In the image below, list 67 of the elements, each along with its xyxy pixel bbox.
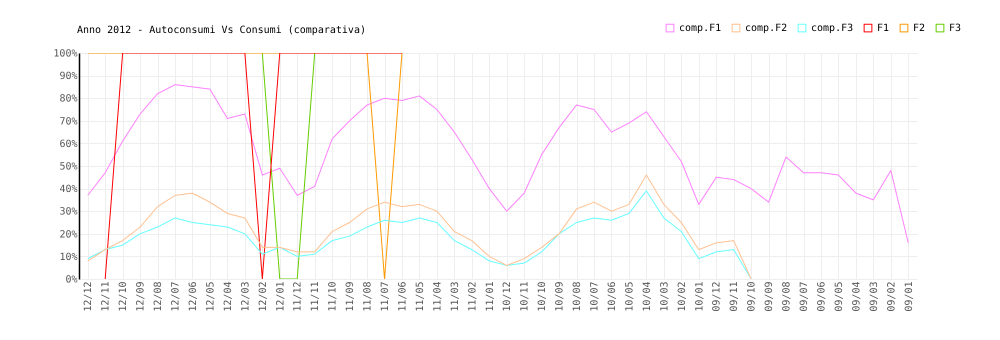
x-tick-label: 11/07 — [380, 282, 392, 312]
x-tick-label: 09/06 — [816, 282, 828, 312]
x-tick-label: 09/10 — [746, 282, 758, 312]
x-tick-label: 10/03 — [659, 282, 670, 312]
x-tick-label: 12/09 — [136, 282, 147, 312]
x-tick-label: 09/08 — [782, 282, 793, 312]
y-tick-label: 10% — [59, 252, 78, 263]
chart-title: Anno 2012 - Autoconsumi Vs Consumi (comparativa) — [77, 25, 366, 36]
x-tick-label: 11/10 — [328, 282, 339, 312]
x-tick-label: 09/02 — [886, 282, 898, 312]
x-tick-label: 12/07 — [170, 282, 182, 312]
x-tick-label: 12/08 — [153, 282, 164, 312]
x-tick-label: 12/10 — [118, 282, 130, 312]
x-tick-label: 12/06 — [188, 282, 199, 312]
legend-label: comp.F2 — [745, 23, 788, 34]
x-tick-label: 10/07 — [590, 282, 601, 312]
x-tick-label: 10/10 — [537, 282, 548, 312]
x-tick-label: 11/11 — [310, 282, 322, 312]
y-tick-label: 70% — [59, 116, 78, 128]
x-tick-label: 10/01 — [694, 282, 706, 312]
x-tick-label: 09/11 — [729, 282, 740, 312]
x-tick-label: 11/04 — [432, 282, 444, 312]
y-tick-label: 40% — [59, 184, 78, 196]
x-tick-label: 10/12 — [502, 282, 514, 312]
legend-label: F2 — [913, 23, 926, 34]
x-tick-label: 11/05 — [414, 282, 426, 312]
x-tick-label: 12/01 — [275, 282, 286, 312]
x-tick-label: 11/09 — [345, 282, 356, 312]
y-tick-label: 80% — [59, 94, 78, 105]
legend-label: F3 — [949, 23, 962, 34]
x-tick-label: 11/03 — [450, 282, 461, 312]
x-tick-label: 10/02 — [676, 282, 688, 312]
x-tick-label: 09/01 — [904, 282, 915, 312]
y-tick-label: 50% — [59, 162, 78, 172]
x-tick-label: 09/09 — [764, 282, 776, 312]
y-tick-label: 30% — [59, 206, 78, 218]
x-tick-label: 09/05 — [834, 282, 845, 312]
legend-label: comp.F3 — [811, 23, 854, 34]
x-tick-label: 11/06 — [397, 282, 408, 312]
x-tick-label: 10/05 — [624, 282, 636, 312]
y-tick-label: 100% — [53, 48, 78, 60]
y-tick-label: 0% — [65, 274, 78, 286]
x-tick-label: 11/02 — [467, 282, 478, 312]
x-tick-label: 10/08 — [572, 282, 584, 312]
x-tick-label: 12/12 — [83, 282, 94, 312]
legend-label: comp.F1 — [679, 23, 722, 34]
x-tick-label: 12/03 — [240, 282, 252, 312]
line-series — [87, 84, 909, 244]
y-tick-label: 20% — [59, 229, 78, 240]
x-tick-label: 10/11 — [520, 282, 531, 312]
x-tick-label: 09/03 — [868, 282, 880, 312]
x-tick-label: 10/09 — [554, 282, 566, 312]
x-tick-label: 09/12 — [712, 282, 723, 312]
x-tick-label: 12/04 — [222, 282, 234, 312]
x-tick-label: 11/12 — [292, 282, 304, 312]
y-tick-label: 90% — [59, 71, 78, 82]
x-tick-label: 12/02 — [258, 282, 269, 312]
y-tick-label: 60% — [59, 138, 78, 150]
x-tick-label: 12/11 — [100, 282, 112, 312]
x-tick-label: 10/04 — [642, 282, 653, 312]
x-tick-label: 09/04 — [851, 282, 862, 312]
x-tick-label: 11/08 — [362, 282, 374, 312]
x-tick-label: 12/05 — [205, 282, 216, 312]
legend-label: F1 — [877, 23, 890, 34]
x-tick-label: 09/07 — [799, 282, 810, 312]
x-tick-label: 10/06 — [606, 282, 618, 312]
x-tick-label: 11/01 — [484, 282, 496, 312]
